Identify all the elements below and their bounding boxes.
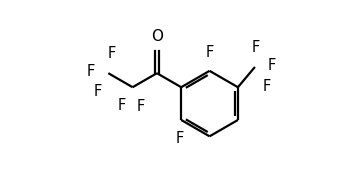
Text: F: F (87, 64, 95, 79)
Text: O: O (151, 29, 163, 44)
Text: F: F (252, 40, 260, 55)
Text: F: F (263, 79, 271, 94)
Text: F: F (205, 45, 214, 60)
Text: F: F (268, 58, 276, 73)
Text: F: F (118, 98, 126, 113)
Text: F: F (176, 131, 184, 146)
Text: F: F (136, 99, 144, 114)
Text: F: F (93, 84, 102, 99)
Text: F: F (107, 46, 115, 61)
